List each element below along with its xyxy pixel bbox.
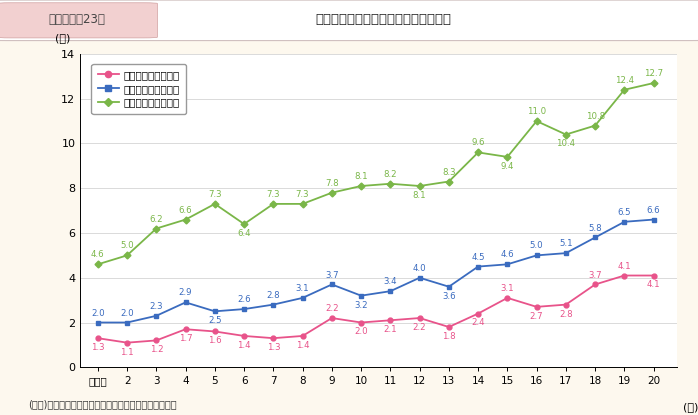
Text: 11.0: 11.0 <box>527 107 547 116</box>
Text: 2.9: 2.9 <box>179 288 193 298</box>
Text: 4.1: 4.1 <box>647 281 660 289</box>
Text: 2.8: 2.8 <box>267 290 280 300</box>
Text: 2.0: 2.0 <box>120 309 134 317</box>
Text: (年): (年) <box>683 402 698 412</box>
Text: 1.2: 1.2 <box>149 345 163 354</box>
FancyBboxPatch shape <box>0 0 698 41</box>
Text: 4.6: 4.6 <box>500 250 514 259</box>
Text: 8.2: 8.2 <box>384 170 397 179</box>
Text: 1.7: 1.7 <box>179 334 193 343</box>
Text: 5.1: 5.1 <box>559 239 572 248</box>
Text: 8.3: 8.3 <box>442 168 456 177</box>
Text: 7.3: 7.3 <box>296 190 309 199</box>
Text: 2.3: 2.3 <box>149 302 163 311</box>
Text: 10.8: 10.8 <box>586 112 604 121</box>
Text: 4.5: 4.5 <box>471 253 485 261</box>
Text: 2.2: 2.2 <box>325 304 339 313</box>
Text: 1.4: 1.4 <box>296 341 309 350</box>
Text: 9.6: 9.6 <box>471 139 485 147</box>
Text: 1.8: 1.8 <box>442 332 456 341</box>
Text: 6.5: 6.5 <box>618 208 631 217</box>
Text: 8.1: 8.1 <box>413 191 426 200</box>
Text: 7.3: 7.3 <box>267 190 280 199</box>
Text: 1.1: 1.1 <box>120 348 134 356</box>
Text: 7.3: 7.3 <box>208 190 222 199</box>
Text: 2.7: 2.7 <box>530 312 544 321</box>
Text: 12.4: 12.4 <box>615 76 634 85</box>
Text: 役職別管理職に占める女性割合の推移: 役職別管理職に占める女性割合の推移 <box>315 13 451 26</box>
Text: 7.8: 7.8 <box>325 179 339 188</box>
Text: 6.6: 6.6 <box>647 206 660 215</box>
Text: 2.0: 2.0 <box>91 309 105 317</box>
Text: 4.0: 4.0 <box>413 264 426 273</box>
Text: 2.8: 2.8 <box>559 310 572 319</box>
Text: 2.2: 2.2 <box>413 323 426 332</box>
Text: 1.4: 1.4 <box>237 341 251 350</box>
Text: 5.0: 5.0 <box>530 242 544 250</box>
Text: 6.2: 6.2 <box>149 215 163 224</box>
Text: 1.3: 1.3 <box>267 343 280 352</box>
Text: (％): (％) <box>55 33 70 43</box>
Text: 第１－特－23図: 第１－特－23図 <box>49 13 105 26</box>
Text: 3.1: 3.1 <box>296 284 309 293</box>
Text: 6.4: 6.4 <box>237 229 251 238</box>
Text: 3.2: 3.2 <box>355 300 368 310</box>
Text: 1.3: 1.3 <box>91 343 105 352</box>
Text: 2.5: 2.5 <box>208 316 222 325</box>
Text: 3.4: 3.4 <box>384 277 397 286</box>
Text: 3.1: 3.1 <box>500 284 514 293</box>
Text: 6.6: 6.6 <box>179 206 193 215</box>
Text: 10.4: 10.4 <box>556 139 575 149</box>
Text: 2.6: 2.6 <box>237 295 251 304</box>
Text: 9.4: 9.4 <box>500 162 514 171</box>
Text: 3.7: 3.7 <box>588 271 602 280</box>
Text: (備考)厉生労働省「賃金構造基本統計調査」より作成。: (備考)厉生労働省「賃金構造基本統計調査」より作成。 <box>28 399 177 409</box>
Text: 4.6: 4.6 <box>91 250 105 259</box>
Text: 5.0: 5.0 <box>120 242 134 250</box>
Text: 3.6: 3.6 <box>442 292 456 300</box>
Text: 8.1: 8.1 <box>355 172 368 181</box>
FancyBboxPatch shape <box>0 3 158 38</box>
Text: 4.1: 4.1 <box>618 261 631 271</box>
Text: 2.1: 2.1 <box>384 325 397 334</box>
Text: 12.7: 12.7 <box>644 69 663 78</box>
Text: 3.7: 3.7 <box>325 271 339 280</box>
Legend: 民間企業の部長相当, 民間企業の課長相当, 民間企業の係長相当: 民間企業の部長相当, 民間企業の課長相当, 民間企業の係長相当 <box>91 64 186 114</box>
Text: 5.8: 5.8 <box>588 224 602 232</box>
Text: 2.0: 2.0 <box>355 327 368 337</box>
Text: 1.6: 1.6 <box>208 337 222 345</box>
Text: 2.4: 2.4 <box>471 318 485 327</box>
